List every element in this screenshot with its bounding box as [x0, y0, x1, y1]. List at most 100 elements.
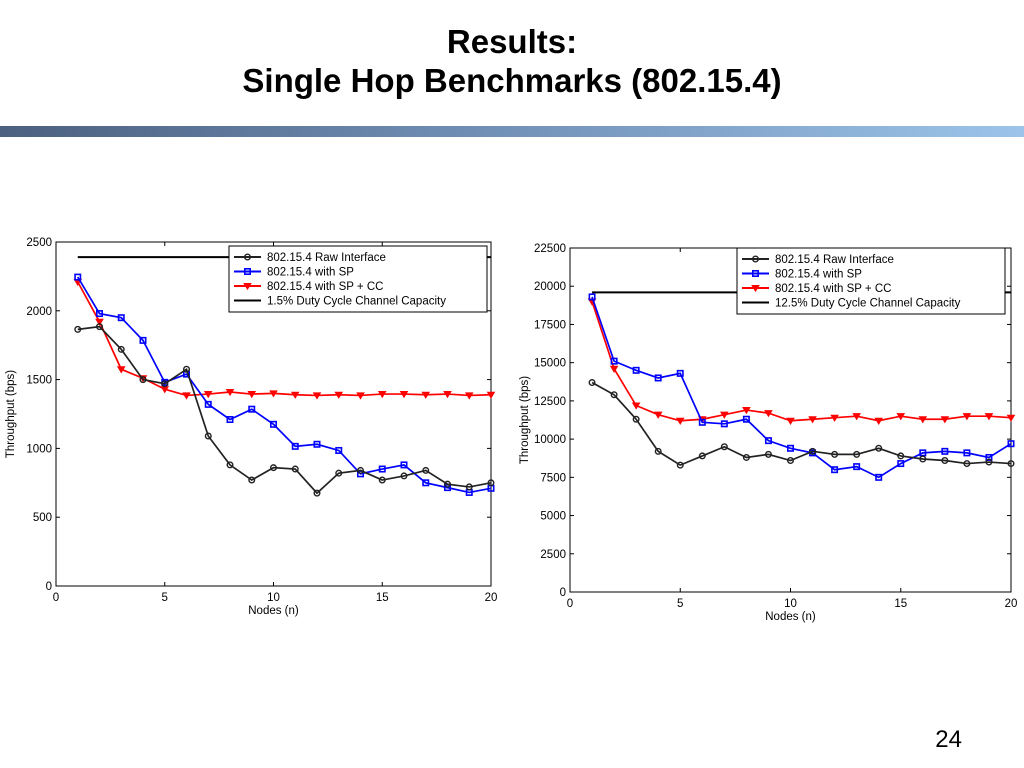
left-chart-y-axis-label: Throughput (bps) — [5, 370, 17, 458]
right-chart-point-802-15-4-with-sp — [897, 460, 905, 468]
right-chart-point-802-15-4-raw-interface — [720, 443, 728, 451]
left-chart-ticks: 0 5 10 15 20 0 500 1000 1500 2000 2500 — [26, 237, 497, 604]
left-chart-y-tick-label: 1500 — [26, 375, 52, 387]
left-chart-point-802-15-4-with-sp-cc — [421, 391, 431, 399]
right-chart-legend-label-802-15-4-with-sp: 802.15.4 with SP — [775, 269, 862, 281]
left-chart-point-802-15-4-raw-interface — [204, 432, 212, 440]
right-chart-point-802-15-4-raw-interface — [853, 450, 861, 458]
left-chart-point-802-15-4-with-sp — [248, 405, 256, 413]
left-chart-point-802-15-4-raw-interface — [422, 466, 430, 474]
right-chart-series-802-15-4-with-sp-cc — [587, 298, 1016, 425]
left-chart-legend-label-802-15-4-with-sp-cc: 802.15.4 with SP + CC — [267, 281, 383, 293]
left-chart-point-802-15-4-raw-interface — [182, 365, 190, 373]
chart-single-hop-1-5-percent: 0 5 10 15 20 0 500 1000 1500 2000 2500 Nodes (n) Thr… — [0, 222, 505, 627]
right-chart-y-tick-label: 5000 — [540, 511, 566, 523]
left-chart-x-tick-label: 20 — [485, 592, 498, 604]
right-chart-point-802-15-4-raw-interface — [610, 391, 618, 399]
left-chart-point-802-15-4-with-sp — [204, 400, 212, 408]
right-chart-point-802-15-4-with-sp-cc — [852, 413, 861, 421]
left-chart-line-802-15-4-raw-interface — [77, 325, 492, 495]
left-chart-legend-marker-802-15-4-with-sp-cc — [243, 283, 252, 291]
right-chart-point-802-15-4-with-sp-cc — [984, 413, 994, 421]
left-chart-point-802-15-4-raw-interface — [139, 376, 147, 384]
left-chart-point-802-15-4-raw-interface — [226, 461, 234, 469]
right-chart-legend-box — [736, 247, 1006, 315]
right-chart-y-tick-label: 7500 — [540, 472, 566, 484]
left-chart-point-802-15-4-with-sp-cc — [225, 388, 235, 397]
right-chart-point-802-15-4-with-sp-cc — [631, 402, 641, 410]
right-chart-y-axis-label: Throughput (bps) — [519, 376, 531, 464]
right-chart-point-802-15-4-with-sp-cc — [874, 417, 884, 425]
slide-title-line-2: Single Hop Benchmarks (802.15.4) — [242, 62, 782, 99]
title-divider-bar — [0, 126, 1024, 137]
right-chart-legend-marker-802-15-4-with-sp — [752, 269, 760, 277]
left-chart-point-802-15-4-with-sp-cc — [95, 318, 104, 326]
right-chart-point-802-15-4-with-sp — [786, 444, 794, 452]
right-chart-y-tick-label: 15000 — [534, 358, 566, 370]
right-chart-point-802-15-4-with-sp — [588, 293, 596, 301]
left-chart-x-tick-label: 15 — [376, 592, 389, 604]
right-chart-point-802-15-4-with-sp — [875, 473, 883, 481]
left-chart-point-802-15-4-with-sp-cc — [247, 391, 257, 399]
right-chart-point-802-15-4-with-sp-cc — [675, 417, 685, 425]
right-chart-y-tick-label: 2500 — [540, 549, 566, 561]
left-chart-legend-label-802-15-4-raw-interface: 802.15.4 Raw Interface — [267, 252, 386, 264]
right-chart-legend-marker-802-15-4-with-sp-cc — [751, 285, 760, 293]
right-chart-x-tick-label: 5 — [677, 598, 683, 610]
right-chart-point-802-15-4-with-sp-cc — [918, 416, 928, 424]
left-chart-point-802-15-4-raw-interface — [465, 483, 473, 491]
right-chart-point-802-15-4-raw-interface — [809, 447, 817, 455]
right-chart-point-802-15-4-raw-interface — [1007, 460, 1015, 468]
left-chart-point-802-15-4-raw-interface — [357, 466, 365, 474]
left-chart-line-802-15-4-with-sp — [77, 276, 492, 494]
left-chart-point-802-15-4-raw-interface — [487, 479, 495, 487]
left-chart-point-802-15-4-with-sp — [422, 479, 430, 487]
right-chart-series-802-15-4-raw-interface — [588, 379, 1015, 469]
left-chart-point-802-15-4-with-sp-cc — [269, 390, 278, 398]
right-chart-point-802-15-4-with-sp-cc — [1006, 414, 1016, 422]
left-chart-y-tick-label: 2000 — [26, 306, 52, 318]
right-chart-legend-label-802-15-4-raw-interface: 802.15.4 Raw Interface — [775, 254, 894, 266]
chart-left-svg: 0 5 10 15 20 0 500 1000 1500 2000 2500 Nodes (n) Thr… — [5, 237, 497, 617]
right-chart-point-802-15-4-raw-interface — [919, 455, 927, 463]
left-chart-point-802-15-4-raw-interface — [161, 380, 169, 388]
right-chart-legend-label-802-15-4-with-sp-cc: 802.15.4 with SP + CC — [775, 283, 891, 295]
right-chart-point-802-15-4-with-sp — [941, 447, 949, 455]
right-chart-point-802-15-4-with-sp-cc — [896, 413, 906, 421]
right-chart-point-802-15-4-with-sp-cc — [742, 407, 751, 415]
left-chart-y-tick-label: 2500 — [26, 237, 52, 249]
right-chart-line-802-15-4-raw-interface — [591, 381, 1012, 467]
left-chart-legend: 802.15.4 Raw Interface 802.15.4 with SP 80… — [228, 245, 488, 313]
left-chart-point-802-15-4-raw-interface — [248, 476, 256, 484]
right-chart-point-802-15-4-with-sp — [985, 453, 993, 461]
left-chart-y-tick-label: 1000 — [26, 443, 52, 455]
left-chart-point-802-15-4-with-sp — [291, 442, 299, 450]
right-chart-point-802-15-4-raw-interface — [676, 461, 684, 469]
chart-single-hop-12-5-percent: 0 5 10 15 20 0 2500 5000 7500 10000 12500 15000 1750… — [505, 222, 1024, 627]
right-chart-legend: 802.15.4 Raw Interface 802.15.4 with SP 80… — [736, 247, 1006, 315]
right-chart-point-802-15-4-raw-interface — [588, 379, 596, 387]
right-chart-y-tick-label: 10000 — [534, 434, 566, 446]
left-chart-point-802-15-4-raw-interface — [117, 345, 125, 353]
left-chart-y-tick-label: 500 — [33, 512, 52, 524]
right-chart-point-802-15-4-raw-interface — [632, 415, 640, 423]
left-chart-y-tick-label: 0 — [46, 581, 52, 593]
left-chart-series-802-15-4-raw-interface — [74, 323, 495, 497]
right-chart-legend-marker-802-15-4-raw-interface — [751, 255, 759, 263]
right-chart-point-802-15-4-with-sp-cc — [764, 410, 773, 418]
right-chart-x-tick-label: 10 — [784, 598, 797, 610]
right-chart-point-802-15-4-raw-interface — [941, 457, 949, 465]
left-chart-point-802-15-4-with-sp-cc — [377, 391, 387, 399]
right-chart-y-tick-label: 12500 — [534, 396, 566, 408]
left-chart-series-802-15-4-with-sp — [74, 273, 495, 496]
right-chart-point-802-15-4-with-sp-cc — [720, 411, 729, 419]
right-chart-point-802-15-4-raw-interface — [985, 458, 993, 466]
right-chart-point-802-15-4-with-sp — [764, 437, 772, 445]
left-chart-legend-label-802-15-4-with-sp: 802.15.4 with SP — [267, 267, 354, 279]
right-chart-point-802-15-4-raw-interface — [742, 453, 750, 461]
right-chart-point-802-15-4-raw-interface — [787, 457, 795, 465]
left-chart-point-802-15-4-with-sp — [269, 420, 277, 428]
right-chart-point-802-15-4-raw-interface — [875, 444, 883, 452]
left-chart-point-802-15-4-raw-interface — [95, 323, 103, 331]
left-chart-legend-box — [228, 245, 488, 313]
